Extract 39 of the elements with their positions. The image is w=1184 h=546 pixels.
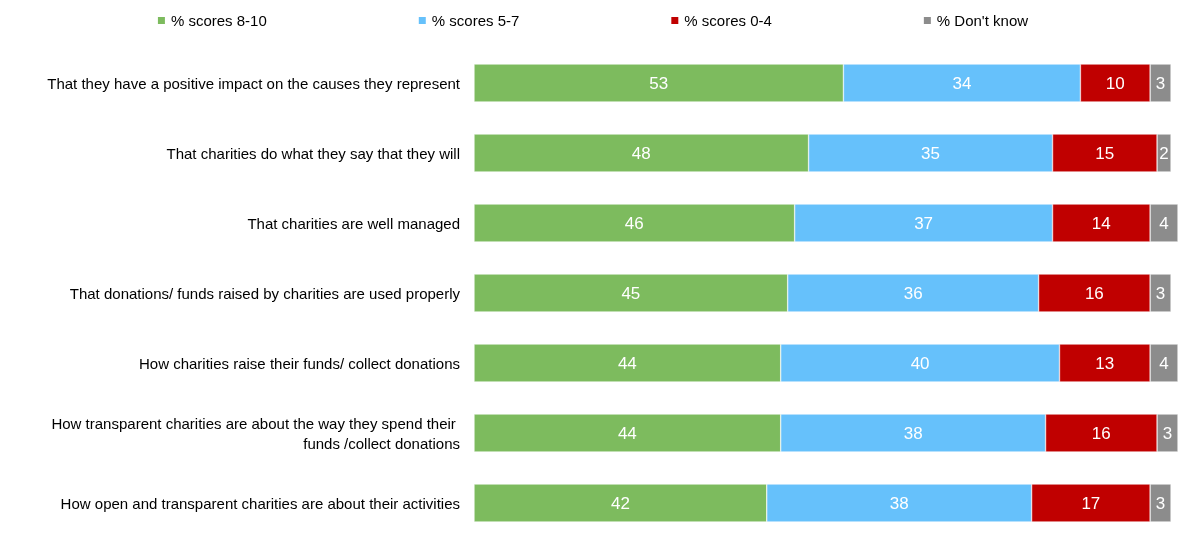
data-label: 40 <box>910 353 930 373</box>
data-label: 44 <box>617 353 637 373</box>
data-label: 3 <box>1162 423 1173 443</box>
data-label: 42 <box>610 493 630 513</box>
legend-label: % Don't know <box>936 12 1029 29</box>
data-label: 36 <box>903 283 923 303</box>
data-label: 35 <box>921 143 941 163</box>
data-label: 48 <box>631 143 651 163</box>
data-label: 14 <box>1091 213 1111 233</box>
data-label: 53 <box>649 73 669 93</box>
data-label: 13 <box>1095 353 1115 373</box>
data-label: 16 <box>1084 283 1104 303</box>
legend-label: % scores 5-7 <box>431 12 520 29</box>
data-label: 3 <box>1155 73 1166 93</box>
y-tick-label: That charities do what they say that they will <box>166 144 460 162</box>
legend-label: % scores 8-10 <box>170 12 267 29</box>
data-label: 45 <box>621 283 641 303</box>
data-label: 4 <box>1159 213 1169 233</box>
data-label: 44 <box>617 423 637 443</box>
data-label: 3 <box>1155 283 1166 303</box>
data-label: 34 <box>952 73 972 93</box>
data-label: 37 <box>914 213 934 233</box>
y-tick-label: That charities are well managed <box>247 214 460 232</box>
y-tick-label: How charities raise their funds/ collect donations <box>139 354 460 372</box>
data-label: 46 <box>624 213 644 233</box>
data-label: 38 <box>889 493 909 513</box>
y-tick-label: How transparent charities are about the way they spend their funds /collect donations <box>51 414 460 452</box>
legend-label: % scores 0-4 <box>684 12 772 29</box>
data-label: 4 <box>1159 353 1169 373</box>
data-label: 16 <box>1091 423 1111 443</box>
data-label: 15 <box>1095 143 1115 163</box>
data-label: 10 <box>1105 73 1125 93</box>
data-label: 3 <box>1155 493 1166 513</box>
data-label: 17 <box>1081 493 1101 513</box>
data-label: 2 <box>1159 143 1169 163</box>
y-tick-label: That they have a positive impact on the causes they represent <box>47 74 461 92</box>
data-label: 38 <box>903 423 923 443</box>
y-tick-label: How open and transparent charities are about their activities <box>60 494 460 512</box>
y-tick-label: That donations/ funds raised by charities are used properly <box>69 284 461 302</box>
